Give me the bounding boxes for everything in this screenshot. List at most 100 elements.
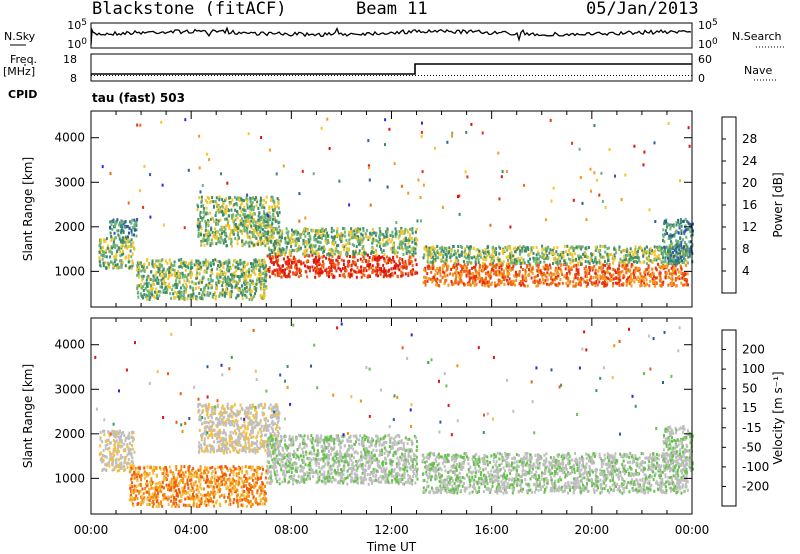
power-cell	[549, 282, 552, 286]
power-cell	[121, 237, 124, 241]
power-cell	[205, 225, 207, 229]
power-cell	[355, 235, 358, 238]
power-cell	[203, 239, 206, 242]
power-cell	[210, 264, 212, 268]
power-cell	[449, 272, 452, 276]
power-cell	[486, 265, 489, 269]
power-cell	[519, 280, 522, 283]
power-cell	[664, 258, 667, 262]
power-cell	[304, 234, 307, 238]
power-cell	[123, 237, 126, 241]
power-cell	[272, 212, 275, 216]
power-cell	[174, 283, 177, 286]
power-cell	[316, 271, 319, 275]
power-cell	[115, 255, 118, 259]
power-cell	[578, 147, 581, 151]
power-cell	[329, 250, 332, 254]
power-cell	[323, 229, 325, 233]
power-cell	[344, 234, 347, 238]
power-cell	[174, 279, 177, 283]
power-cell	[318, 268, 321, 272]
power-cell	[552, 257, 555, 261]
power-cell	[509, 252, 511, 256]
power-cell	[197, 231, 200, 235]
power-cell	[591, 282, 594, 286]
power-cell	[114, 243, 117, 247]
velocity-cell	[143, 496, 146, 500]
power-cell	[460, 270, 462, 273]
power-cell	[477, 258, 480, 262]
power-cell	[553, 246, 555, 250]
power-cell	[258, 280, 261, 284]
power-cell	[243, 209, 246, 213]
power-cell	[445, 258, 448, 262]
power-cell	[124, 264, 127, 268]
power-cell	[508, 277, 511, 281]
power-cell	[262, 285, 265, 289]
power-cell	[245, 278, 248, 282]
power-cell	[150, 283, 152, 287]
power-cell	[202, 204, 205, 208]
power-cell	[677, 240, 680, 244]
power-cell	[332, 236, 335, 240]
power-cell	[368, 267, 371, 271]
power-cell	[260, 225, 263, 229]
power-cell	[234, 218, 237, 222]
power-cell	[536, 274, 539, 277]
power-cell	[638, 258, 641, 262]
power-cell	[547, 245, 550, 249]
power-cell	[183, 279, 186, 283]
power-cell	[458, 255, 461, 258]
power-cell	[645, 278, 648, 282]
power-cell	[333, 275, 336, 279]
power-cell	[599, 274, 602, 278]
power-cell	[246, 275, 249, 278]
power-cell	[424, 276, 427, 280]
power-cell	[262, 232, 265, 236]
power-cell	[634, 260, 637, 263]
power-cell	[278, 225, 281, 229]
power-cell	[464, 269, 467, 273]
power-cell	[472, 265, 475, 269]
power-cell	[401, 260, 404, 264]
power-cell	[245, 228, 248, 232]
power-cell	[380, 247, 382, 251]
power-cell	[651, 277, 654, 281]
power-cell	[634, 270, 637, 274]
power-cell	[220, 172, 222, 176]
power-cell	[417, 178, 420, 182]
power-cell	[392, 245, 395, 249]
power-cell	[150, 287, 153, 291]
power-cell	[653, 258, 656, 262]
power-cell	[648, 208, 651, 212]
power-cell	[655, 258, 658, 262]
power-cell	[176, 292, 178, 296]
power-cell	[616, 282, 619, 286]
power-cell	[137, 270, 140, 274]
power-cell	[343, 248, 346, 252]
power-cell	[350, 236, 353, 240]
power-cell	[476, 270, 479, 274]
power-cell	[421, 121, 423, 125]
power-cell	[573, 247, 576, 250]
power-cell	[335, 244, 338, 248]
power-cell	[299, 260, 302, 264]
power-cell	[404, 239, 407, 243]
power-cell	[175, 282, 178, 286]
power-cell	[254, 272, 257, 276]
power-cell	[313, 235, 316, 239]
power-cell	[257, 206, 260, 210]
power-cell	[578, 283, 581, 287]
velocity-heatmap	[94, 322, 694, 509]
power-cell	[517, 259, 520, 263]
power-cell	[233, 227, 236, 231]
power-cell	[234, 265, 237, 269]
power-cell	[230, 273, 232, 277]
power-cell	[463, 263, 466, 267]
power-cell	[256, 225, 259, 228]
power-cell	[621, 261, 624, 265]
power-cell	[203, 270, 206, 274]
velocity-cell	[124, 436, 127, 440]
velocity-cell	[114, 465, 117, 468]
power-cell	[521, 249, 523, 253]
